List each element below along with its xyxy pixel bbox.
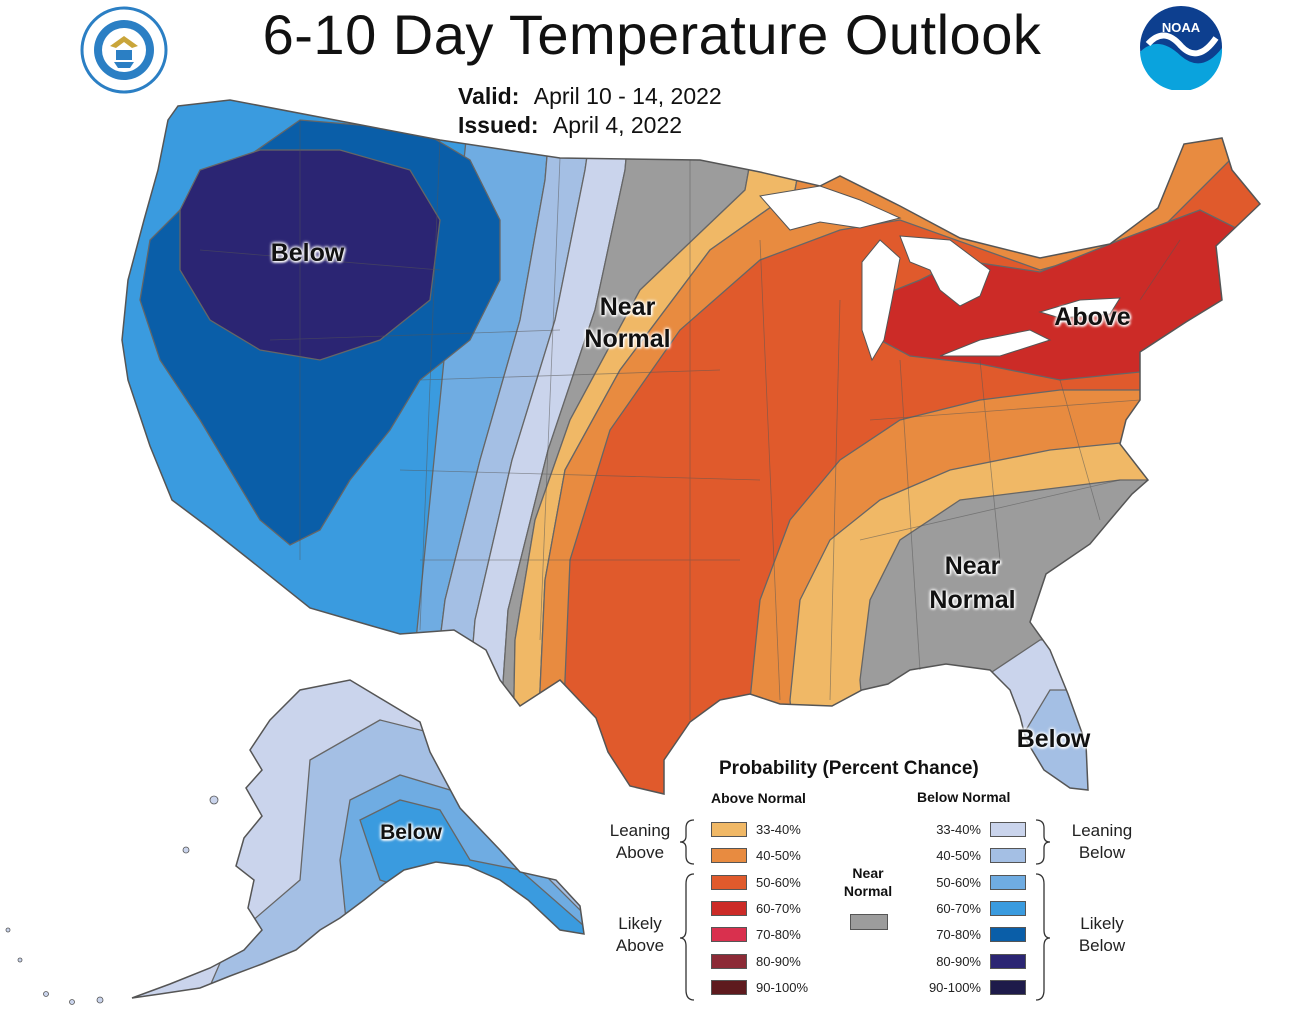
issued-value: April 4, 2022 [552, 112, 683, 138]
region-label-alaska: Below [380, 821, 442, 844]
map-title: 6-10 Day Temperature Outlook [262, 3, 1042, 66]
legend-above-braces-icon [679, 819, 695, 1001]
legend-group-likely-above-line2: Above [615, 936, 665, 955]
legend-near-header-line2: Normal [843, 883, 893, 899]
legend-above-label: 60-70% [756, 900, 801, 916]
legend-above-swatch [711, 979, 747, 995]
legend-title: Probability (Percent Chance) [719, 758, 979, 779]
legend-below-row: 33-40% [915, 822, 1026, 837]
region-label-plains-line2: Normal [584, 325, 671, 353]
region-label-northeast: Above [1054, 303, 1131, 331]
alaska-outline [131, 679, 585, 999]
legend-below-row: 70-80% [915, 927, 1026, 943]
department-of-commerce-seal-icon [80, 6, 168, 94]
legend-above-label: 50-60% [756, 874, 801, 890]
issued-row: Issued: April 4, 2022 [458, 112, 682, 139]
legend-below-swatch [990, 900, 1026, 916]
legend-group-leaning-above-line2: Above [615, 843, 665, 862]
legend-group-leaning-above-line1: Leaning [609, 821, 671, 840]
legend-above-swatch [711, 848, 747, 864]
valid-row: Valid: April 10 - 14, 2022 [458, 83, 722, 110]
region-label-plains-line1: Near [599, 293, 656, 321]
legend-above-label: 33-40% [756, 822, 801, 837]
legend-below-label: 90-100% [928, 979, 981, 995]
legend-below-row: 50-60% [915, 874, 1026, 890]
legend-below-label: 70-80% [936, 927, 981, 943]
great-lakes [759, 185, 1121, 362]
legend-below-swatch [990, 927, 1026, 943]
legend-group-likely-below-line1: Likely [1080, 914, 1124, 933]
legend-below-label: 33-40% [936, 822, 981, 837]
valid-value: April 10 - 14, 2022 [533, 83, 722, 109]
legend-below-row: 40-50% [915, 848, 1026, 864]
issued-label: Issued: [458, 112, 539, 138]
legend-below-label: 80-90% [936, 953, 981, 969]
legend-group-leaning-below-line2: Below [1078, 843, 1126, 862]
legend-group-likely-above-line1: Likely [618, 914, 662, 933]
legend-above-swatch [711, 927, 747, 943]
region-label-florida: Below [1016, 725, 1091, 753]
legend-above-row: 80-90% [711, 953, 801, 969]
legend-above-swatch [711, 874, 747, 890]
legend-below-swatch [990, 822, 1026, 837]
valid-label: Valid: [458, 83, 520, 109]
region-label-southeast-line1: Near [944, 552, 1001, 580]
legend-above-swatch [711, 822, 747, 837]
legend-below-swatch [990, 953, 1026, 969]
region-label-southeast-line2: Normal [929, 586, 1016, 614]
legend-above-row: 90-100% [711, 979, 809, 995]
legend-above-swatch [711, 953, 747, 969]
legend-near-header-line1: Near [852, 865, 884, 881]
conus-outline [121, 99, 1262, 795]
legend-near-swatch [850, 914, 888, 930]
legend-below-row: 80-90% [915, 953, 1026, 969]
legend-above-header: Above Normal [711, 790, 806, 806]
legend-above-label: 80-90% [756, 953, 801, 969]
region-label-northwest: Below [270, 239, 345, 267]
legend-below-label: 50-60% [936, 874, 981, 890]
legend-above-label: 90-100% [756, 979, 809, 995]
legend-below-swatch [990, 979, 1026, 995]
noaa-logo-text: NOAA [1162, 20, 1201, 35]
legend-below-header: Below Normal [917, 789, 1011, 805]
legend-below-swatch [990, 874, 1026, 890]
legend-near-header: Near Normal [838, 864, 898, 900]
legend-below-label: 40-50% [936, 848, 981, 864]
legend-below-swatch [990, 848, 1026, 864]
legend-group-likely-below-line2: Below [1078, 936, 1126, 955]
legend-above-row: 70-80% [711, 927, 801, 943]
legend-group-likely-below: Likely Below [1058, 913, 1146, 957]
legend-below-row: 60-70% [915, 900, 1026, 916]
legend-group-likely-above: Likely Above [596, 913, 684, 957]
legend-above-label: 70-80% [756, 927, 801, 943]
legend-above-label: 40-50% [756, 848, 801, 864]
legend-above-row: 40-50% [711, 848, 801, 864]
legend-below-label: 60-70% [936, 900, 981, 916]
legend-group-leaning-below-line1: Leaning [1071, 821, 1133, 840]
legend-below-braces-icon [1035, 819, 1051, 1001]
legend-group-leaning-below: Leaning Below [1058, 820, 1146, 864]
noaa-logo-icon: NOAA [1140, 6, 1223, 90]
legend-above-swatch [711, 900, 747, 916]
legend-group-leaning-above: Leaning Above [596, 820, 684, 864]
legend-above-row: 50-60% [711, 874, 801, 890]
legend-above-row: 33-40% [711, 822, 801, 837]
aleutian-islands [5, 795, 219, 1005]
legend-below-row: 90-100% [915, 979, 1026, 995]
state-boundaries [199, 120, 1181, 720]
legend-above-row: 60-70% [711, 900, 801, 916]
